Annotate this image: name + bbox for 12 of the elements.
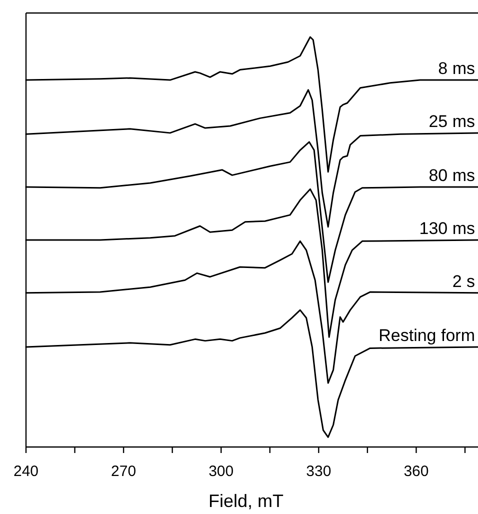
series-label: 25 ms: [428, 112, 475, 131]
x-tick-label: 300: [208, 463, 234, 480]
x-axis-title: Field, mT: [208, 491, 284, 511]
series-label: 80 ms: [428, 166, 475, 186]
series-label: 8 ms: [438, 59, 475, 78]
x-tick-label: 360: [404, 463, 429, 480]
series-label: 130 ms: [419, 218, 475, 238]
x-tick-label: 240: [13, 463, 39, 480]
x-tick-label: 270: [111, 463, 136, 480]
series-label: 2 s: [452, 272, 475, 291]
x-tick-label: 330: [306, 463, 332, 480]
series-label: Resting form: [378, 326, 475, 345]
